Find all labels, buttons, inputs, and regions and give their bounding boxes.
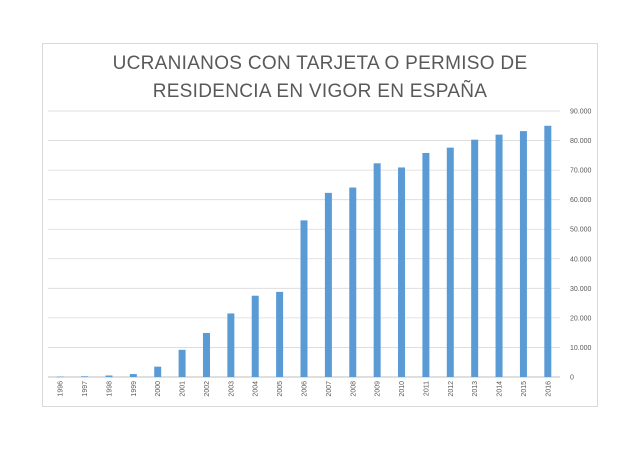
x-tick-label: 2005 xyxy=(277,381,284,397)
x-tick-label: 2012 xyxy=(448,381,455,397)
bar xyxy=(495,134,503,377)
x-tick-label: 1996 xyxy=(58,381,65,397)
y-tick-label: 40.000 xyxy=(570,256,592,263)
y-tick-label: 10.000 xyxy=(570,345,592,352)
chart-frame xyxy=(42,43,598,407)
chart-title: UCRANIANOS CON TARJETA O PERMISO DE RESI… xyxy=(42,50,598,106)
y-tick-label: 30.000 xyxy=(570,286,592,293)
bar xyxy=(373,163,381,377)
bar xyxy=(446,147,454,377)
y-tick-label: 90.000 xyxy=(570,109,592,116)
x-tick-label: 2015 xyxy=(521,381,528,397)
x-tick-label: 2009 xyxy=(375,381,382,397)
chart-title-line-1: UCRANIANOS CON TARJETA O PERMISO DE xyxy=(112,53,528,74)
x-tick-label: 2011 xyxy=(423,381,430,396)
y-tick-label: 20.000 xyxy=(570,315,592,322)
x-tick-label: 2004 xyxy=(253,381,260,397)
x-tick-label: 1999 xyxy=(131,381,138,397)
bar xyxy=(276,291,284,377)
x-tick-label: 2007 xyxy=(326,381,333,397)
bar xyxy=(56,376,64,378)
x-tick-label: 2016 xyxy=(545,381,552,397)
x-tick-label: 2001 xyxy=(180,381,187,397)
x-tick-label: 2014 xyxy=(497,381,504,397)
bar xyxy=(422,152,430,377)
x-tick-label: 2008 xyxy=(350,381,357,397)
y-tick-label: 70.000 xyxy=(570,168,592,175)
chart-title-line-2: RESIDENCIA EN VIGOR EN ESPAÑA xyxy=(152,81,488,102)
bar xyxy=(300,220,308,377)
y-tick-label: 50.000 xyxy=(570,227,592,234)
x-tick-label: 1997 xyxy=(82,381,89,397)
bar xyxy=(154,366,162,377)
bar xyxy=(471,139,479,377)
x-tick-label: 2000 xyxy=(155,381,162,397)
bar xyxy=(349,187,357,377)
x-tick-label: 1998 xyxy=(106,381,113,397)
bar xyxy=(178,349,186,377)
bar xyxy=(519,131,527,377)
bar xyxy=(251,295,259,377)
bar xyxy=(129,374,137,377)
bar xyxy=(227,313,235,377)
bar xyxy=(544,125,552,378)
y-tick-label: 0 xyxy=(570,375,574,382)
x-tick-label: 2002 xyxy=(204,381,211,397)
bar xyxy=(398,167,406,377)
y-tick-label: 60.000 xyxy=(570,197,592,204)
bar xyxy=(105,375,113,377)
x-tick-label: 2013 xyxy=(472,381,479,397)
x-tick-label: 2006 xyxy=(302,381,309,397)
y-tick-label: 80.000 xyxy=(570,138,592,145)
bar xyxy=(81,376,89,377)
x-tick-label: 2010 xyxy=(399,381,406,397)
bar xyxy=(202,332,210,377)
x-tick-label: 2003 xyxy=(228,381,235,397)
bar xyxy=(324,192,332,377)
